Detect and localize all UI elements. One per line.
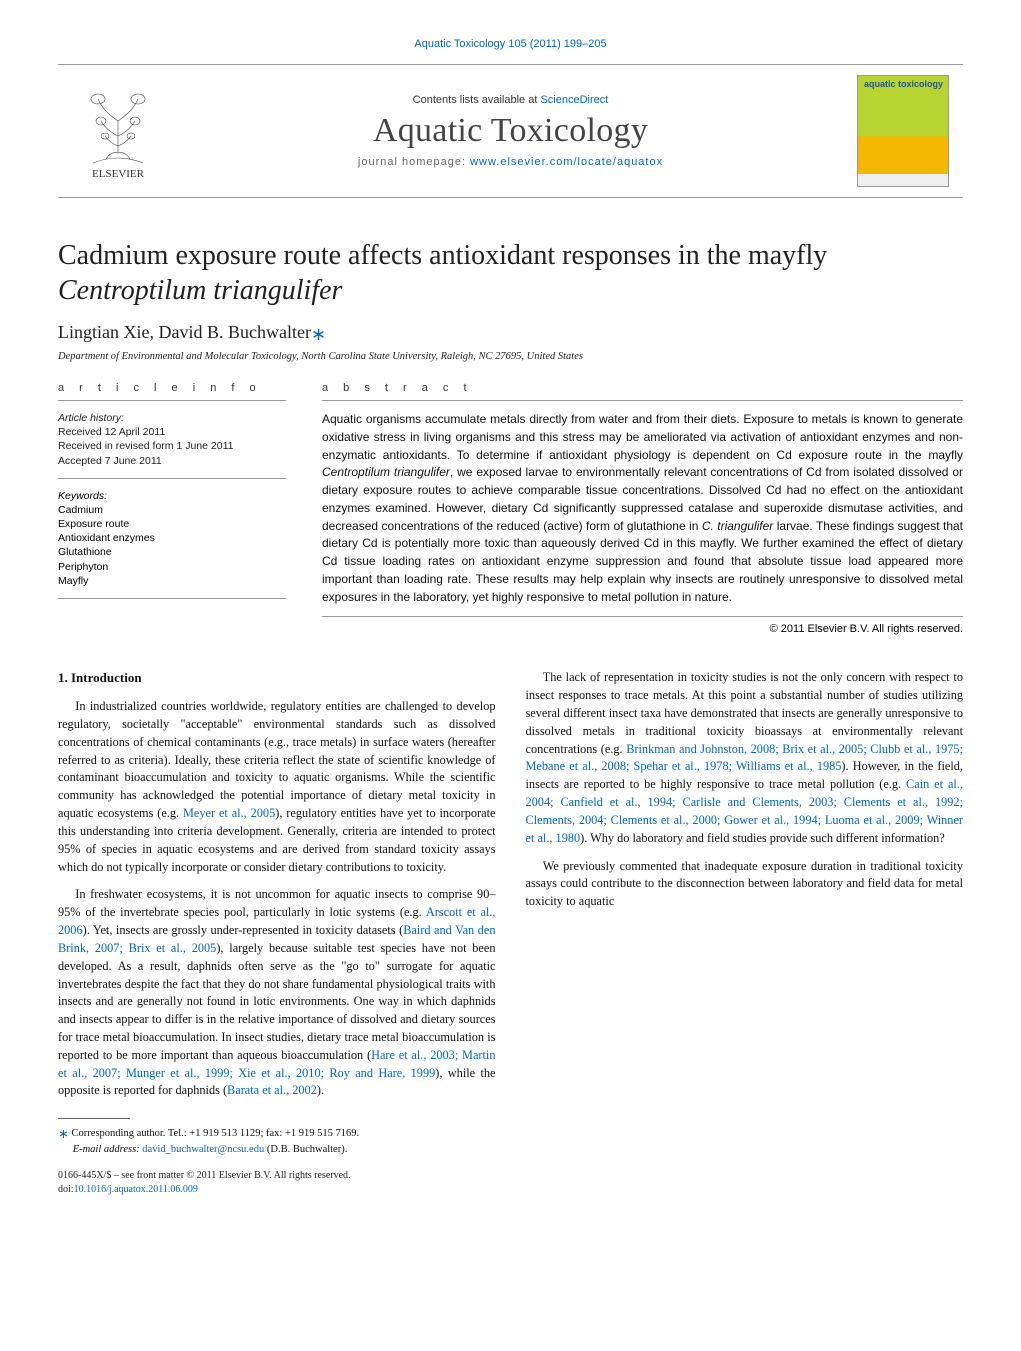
body-text: ). Why do laboratory and field studies p…	[580, 831, 945, 845]
title-text: Cadmium exposure route affects antioxida…	[58, 240, 827, 271]
corresponding-mark: ∗	[311, 324, 326, 344]
citation-link[interactable]: Aquatic Toxicology 105 (2011) 199–205	[414, 38, 606, 50]
journal-homepage-line: journal homepage: www.elsevier.com/locat…	[358, 156, 663, 168]
keyword: Antioxidant enzymes	[58, 532, 155, 544]
keyword: Periphyton	[58, 561, 108, 573]
corr-text: Corresponding author. Tel.: +1 919 513 1…	[69, 1128, 359, 1139]
history-label: Article history:	[58, 412, 124, 424]
info-row: a r t i c l e i n f o Article history: R…	[58, 382, 963, 635]
author-2: David B. Buchwalter	[158, 322, 310, 342]
body-text: to" surrogate for aquatic invertebrates …	[58, 959, 496, 1062]
body-text: We previously commented that inadequate …	[526, 859, 964, 909]
corresponding-footnote: ∗ Corresponding author. Tel.: +1 919 513…	[58, 1125, 496, 1143]
citation[interactable]: Barata et al., 2002	[227, 1083, 317, 1097]
cover-title: aquatic toxicology	[864, 80, 943, 89]
masthead: ELSEVIER Contents lists available at Sci…	[58, 64, 963, 198]
article-info: a r t i c l e i n f o Article history: R…	[58, 382, 286, 635]
intro-p3: The lack of representation in toxicity s…	[526, 669, 964, 847]
email-footnote: E-mail address: david_buchwalter@ncsu.ed…	[58, 1143, 496, 1157]
front-matter-line: 0166-445X/$ – see front matter © 2011 El…	[58, 1169, 496, 1183]
keyword: Mayfly	[58, 575, 88, 587]
intro-p4: We previously commented that inadequate …	[526, 858, 964, 911]
abstract-col: a b s t r a c t Aquatic organisms accumu…	[322, 382, 963, 635]
footnotes: ∗ Corresponding author. Tel.: +1 919 513…	[58, 1125, 496, 1157]
svg-text:ELSEVIER: ELSEVIER	[92, 168, 145, 180]
author-1: Lingtian Xie	[58, 322, 149, 342]
elsevier-logo: ELSEVIER	[73, 81, 163, 181]
body-text: In industrialized countries worldwide, r…	[58, 699, 496, 820]
body-text: ). Yet, insects are grossly under-repres…	[83, 923, 404, 937]
title-species: Centroptilum triangulifer	[58, 275, 342, 306]
doi-label: doi:	[58, 1184, 74, 1195]
doi-line: doi:10.1016/j.aquatox.2011.06.009	[58, 1183, 496, 1197]
contents-line: Contents lists available at ScienceDirec…	[413, 94, 609, 106]
homepage-link[interactable]: www.elsevier.com/locate/aquatox	[470, 156, 663, 168]
publisher-logo-cell: ELSEVIER	[58, 65, 178, 197]
intro-p1: In industrialized countries worldwide, r…	[58, 698, 496, 876]
cover-cell: aquatic toxicology	[843, 65, 963, 197]
masthead-center: Contents lists available at ScienceDirec…	[178, 65, 843, 197]
body-text: ).	[317, 1083, 324, 1097]
abstract-heading: a b s t r a c t	[322, 382, 963, 401]
keyword: Exposure route	[58, 518, 129, 530]
email-label: E-mail address:	[73, 1144, 143, 1155]
journal-cover-thumb: aquatic toxicology	[858, 76, 948, 186]
corr-mark-icon: ∗	[58, 1126, 69, 1141]
sciencedirect-link[interactable]: ScienceDirect	[540, 94, 608, 106]
abstract-text: Aquatic organisms accumulate metals dire…	[322, 412, 963, 462]
abstract-body: Aquatic organisms accumulate metals dire…	[322, 411, 963, 617]
abstract-species: Centroptilum triangulifer	[322, 465, 450, 479]
keywords-block: Keywords: Cadmium Exposure route Antioxi…	[58, 489, 286, 599]
doi-link[interactable]: 10.1016/j.aquatox.2011.06.009	[74, 1184, 198, 1195]
journal-name: Aquatic Toxicology	[373, 112, 648, 150]
contents-prefix: Contents lists available at	[413, 94, 541, 106]
citation[interactable]: Meyer et al., 2005	[183, 806, 275, 820]
keyword: Glutathione	[58, 546, 112, 558]
cover-bar	[858, 174, 948, 186]
running-head: Aquatic Toxicology 105 (2011) 199–205	[58, 38, 963, 50]
history-block: Article history: Received 12 April 2011 …	[58, 411, 286, 479]
history-accepted: Accepted 7 June 2011	[58, 455, 162, 467]
intro-heading: 1. Introduction	[58, 669, 496, 688]
footnote-rule	[58, 1118, 130, 1119]
email-link[interactable]: david_buchwalter@ncsu.edu	[142, 1144, 264, 1155]
article-title: Cadmium exposure route affects antioxida…	[58, 238, 963, 308]
authors: Lingtian Xie, David B. Buchwalter∗	[58, 322, 963, 345]
page-root: Aquatic Toxicology 105 (2011) 199–205 EL…	[0, 0, 1021, 1246]
affiliation: Department of Environmental and Molecula…	[58, 351, 963, 362]
history-received: Received 12 April 2011	[58, 426, 165, 438]
history-revised: Received in revised form 1 June 2011	[58, 440, 234, 452]
intro-p2a: In freshwater ecosystems, it is not unco…	[58, 886, 496, 1100]
keywords-label: Keywords:	[58, 490, 107, 502]
body-columns: 1. Introduction In industrialized countr…	[58, 669, 963, 1196]
abstract-species: C. triangulifer	[702, 519, 773, 533]
bottom-meta: 0166-445X/$ – see front matter © 2011 El…	[58, 1169, 496, 1196]
copyright: © 2011 Elsevier B.V. All rights reserved…	[322, 623, 963, 635]
email-tail: (D.B. Buchwalter).	[264, 1144, 347, 1155]
article-info-heading: a r t i c l e i n f o	[58, 382, 286, 401]
homepage-label: journal homepage:	[358, 156, 470, 168]
keyword: Cadmium	[58, 504, 103, 516]
